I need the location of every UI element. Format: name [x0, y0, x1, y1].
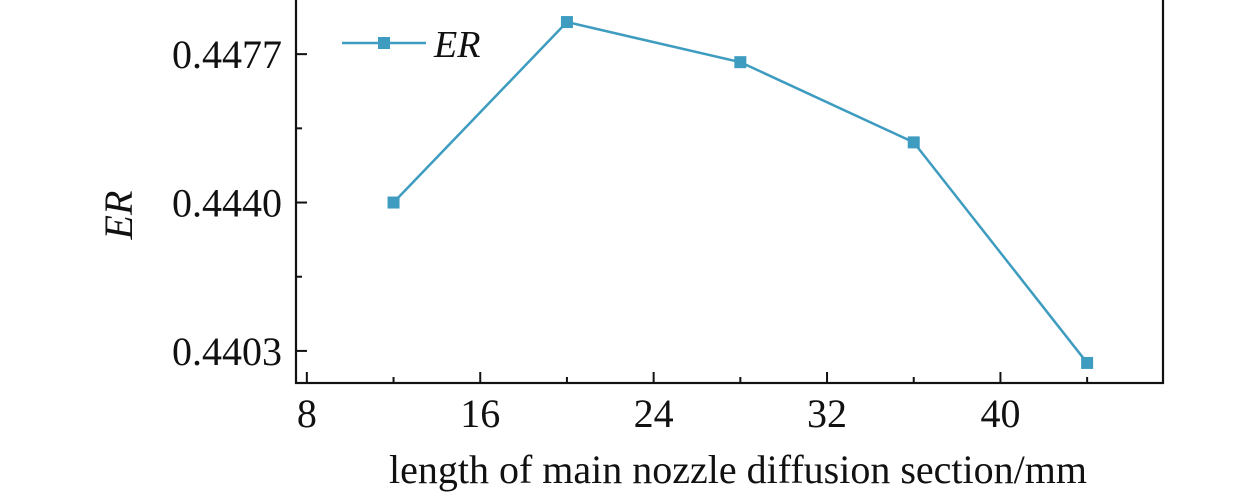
series-line — [392, 20, 1089, 364]
x-tick-label: 8 — [297, 391, 317, 436]
data-point — [907, 136, 920, 149]
y-tick-label: 0.4477 — [172, 32, 282, 77]
x-tick-label: 32 — [807, 391, 847, 436]
series-layer — [387, 16, 1094, 369]
legend-label: ER — [433, 24, 480, 66]
x-tick-label: 16 — [460, 391, 500, 436]
x-axis-title: length of main nozzle diffusion section/… — [389, 447, 1087, 492]
y-tick-label: 0.4403 — [172, 329, 282, 374]
plot-frame — [294, 0, 1165, 385]
data-point — [387, 196, 400, 209]
data-point — [560, 16, 573, 29]
data-point — [1081, 356, 1094, 369]
x-tick-label: 40 — [980, 391, 1020, 436]
data-point — [734, 56, 747, 69]
y-axis-title: ER — [96, 191, 141, 241]
x-axis-ticks: 8 16 24 32 40 — [297, 372, 1089, 436]
legend: ER — [342, 24, 480, 66]
legend-marker — [378, 37, 390, 49]
y-axis-ticks: 0.4403 0.4440 0.4477 — [172, 32, 307, 374]
y-tick-label: 0.4440 — [172, 181, 282, 226]
x-tick-label: 24 — [634, 391, 674, 436]
